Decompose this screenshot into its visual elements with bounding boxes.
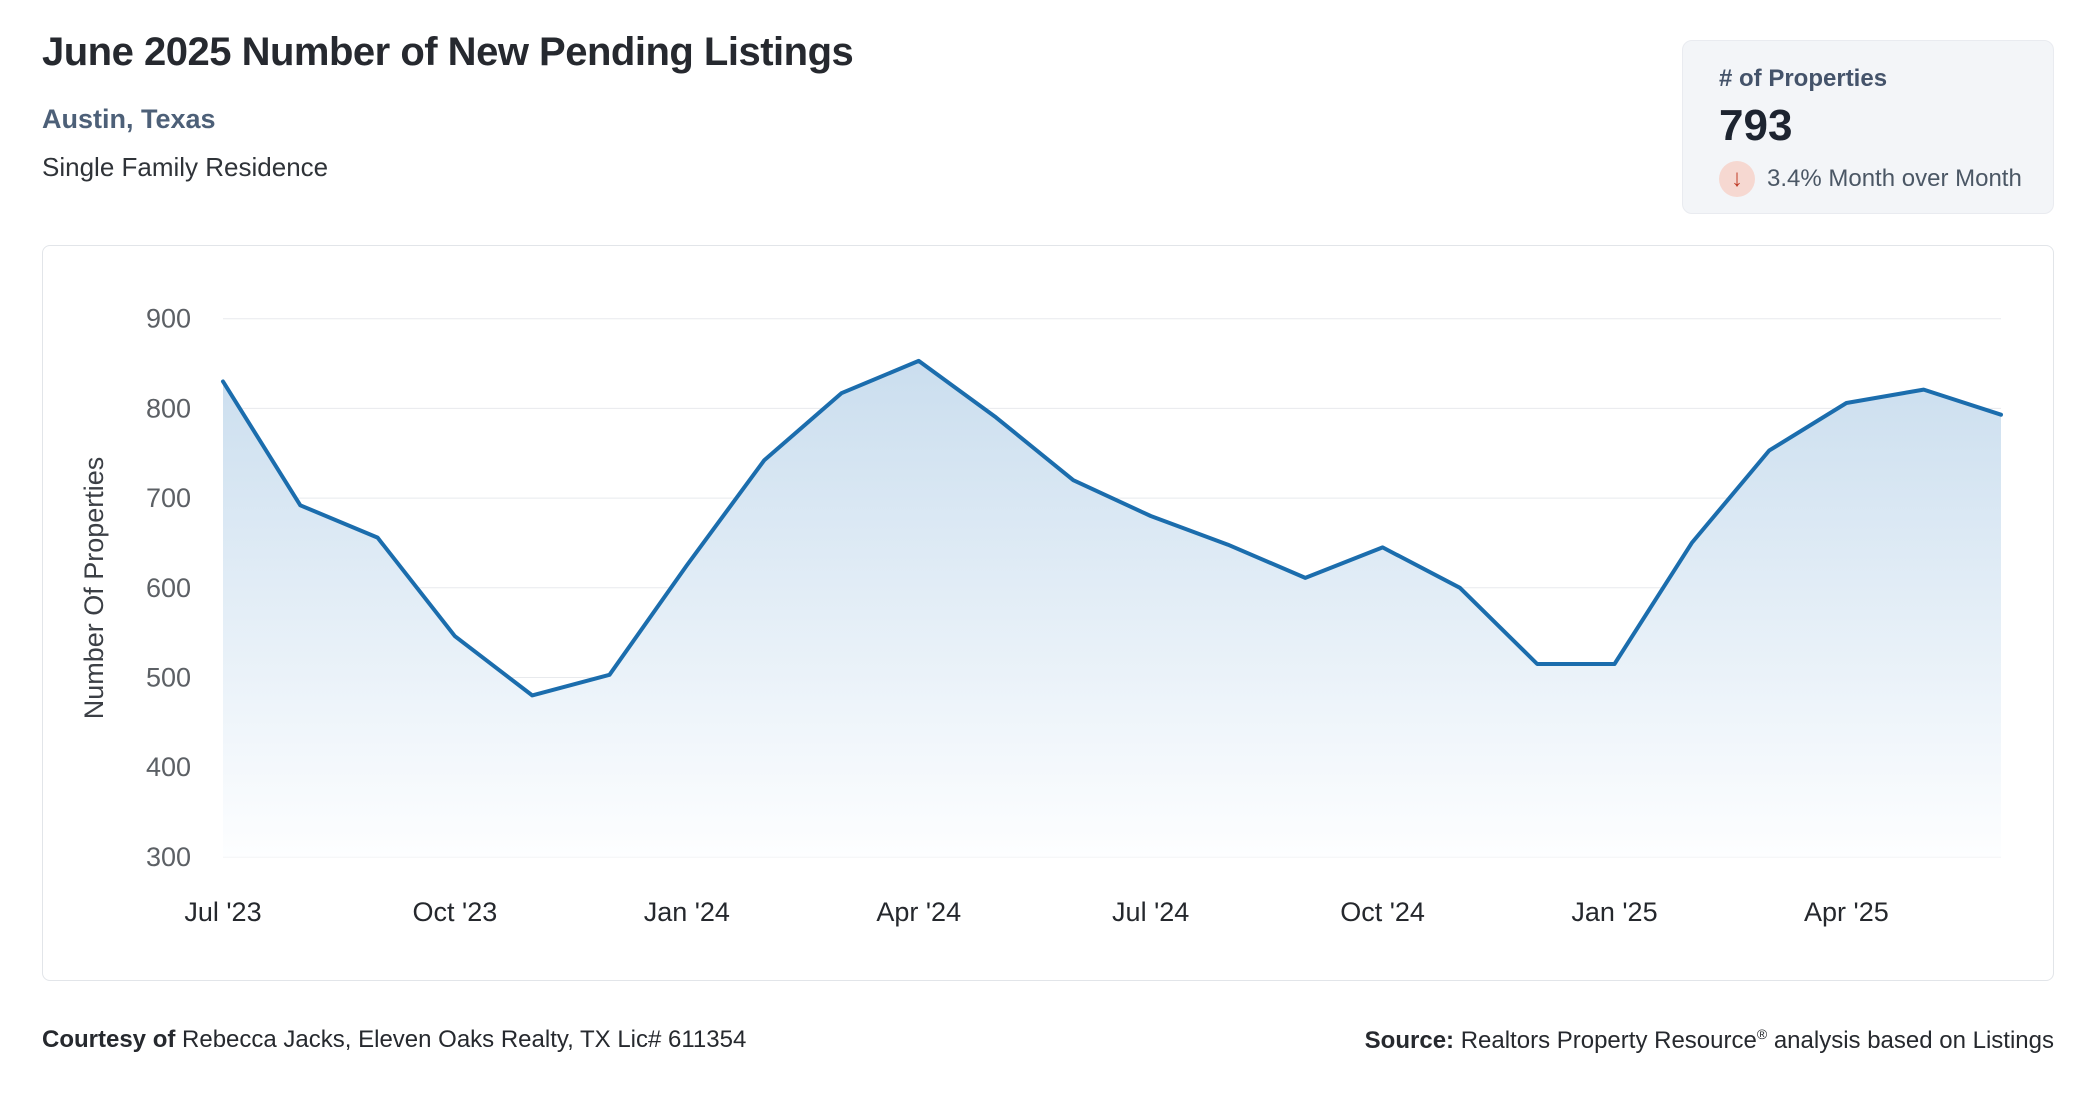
area-fill (223, 360, 2001, 857)
y-tick-label: 500 (146, 663, 191, 693)
page-location: Austin, Texas (42, 104, 216, 134)
stat-change-text: 3.4% Month over Month (1767, 165, 2022, 192)
x-tick-label: Oct '23 (413, 897, 498, 927)
x-tick-label: Apr '24 (876, 897, 961, 927)
x-tick-label: Jan '25 (1571, 897, 1657, 927)
y-tick-label: 800 (146, 393, 191, 423)
courtesy-label: Courtesy of (42, 1026, 176, 1053)
x-tick-label: Jul '23 (184, 897, 261, 927)
source-text: Realtors Property Resource (1454, 1027, 1757, 1054)
pending-listings-chart: 900 800 700 600 500 400 300 Jul '23 Oct '23 Jan '… (42, 245, 2054, 981)
stat-change-row: ↓ 3.4% Month over Month (1719, 161, 2053, 197)
page-title: June 2025 Number of New Pending Listings (42, 30, 854, 74)
courtesy-text: Rebecca Jacks, Eleven Oaks Realty, TX Li… (175, 1026, 747, 1053)
page-property-type: Single Family Residence (42, 152, 329, 182)
courtesy-note: Courtesy of Rebecca Jacks, Eleven Oaks R… (42, 1026, 746, 1054)
registered-mark: ® (1756, 1026, 1768, 1042)
stat-value: 793 (1719, 101, 1793, 150)
source-text-rest: analysis based on Listings (1767, 1027, 2054, 1054)
x-tick-label: Oct '24 (1340, 897, 1425, 927)
source-note: Source: Realtors Property Resource® anal… (1365, 1026, 2054, 1055)
y-axis-title: Number Of Properties (79, 457, 109, 720)
trend-line (221, 358, 2003, 698)
x-tick-label: Jul '24 (1112, 897, 1189, 927)
x-tick-label: Jan '24 (644, 897, 730, 927)
y-tick-label: 900 (146, 304, 191, 334)
y-tick-label: 700 (146, 483, 191, 513)
stat-label: # of Properties (1719, 65, 1888, 92)
properties-stat-card: # of Properties 793 ↓ 3.4% Month over Mo… (1682, 40, 2054, 214)
chart-svg: 900 800 700 600 500 400 300 Jul '23 Oct '23 Jan '… (79, 304, 2003, 927)
source-label: Source: (1364, 1027, 1455, 1054)
y-tick-label: 600 (146, 573, 191, 603)
y-tick-label: 300 (146, 842, 191, 872)
x-tick-label: Apr '25 (1804, 897, 1889, 927)
arrow-down-icon: ↓ (1719, 161, 1755, 197)
y-tick-label: 400 (146, 752, 191, 782)
